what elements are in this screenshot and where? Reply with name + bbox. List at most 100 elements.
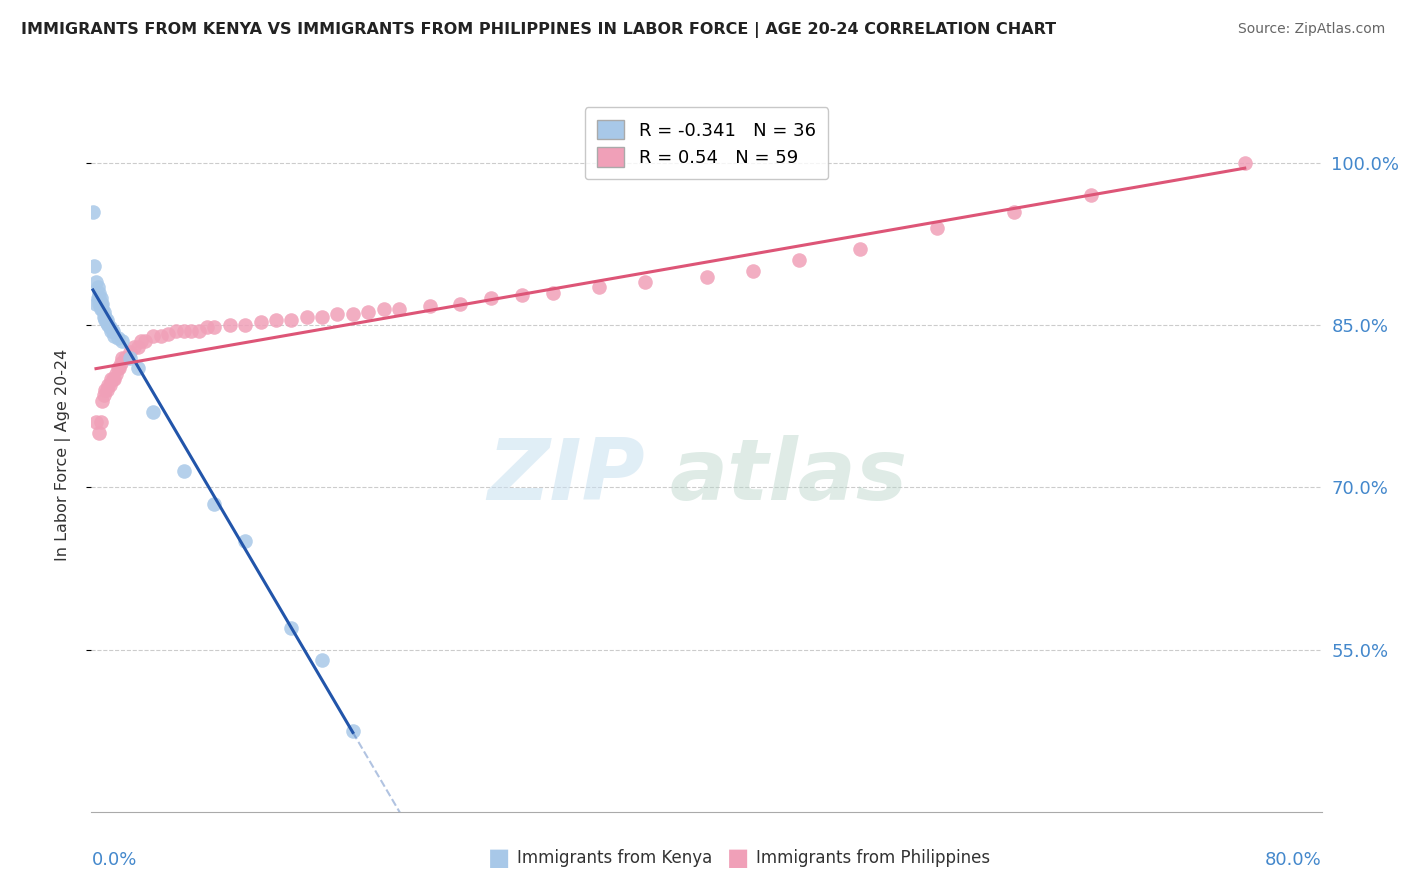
Point	[142, 405, 165, 419]
Text: atlas: atlas	[669, 434, 908, 518]
Point	[696, 269, 718, 284]
Point	[100, 324, 122, 338]
Point	[91, 301, 114, 316]
Point	[588, 280, 610, 294]
Text: Immigrants from Kenya: Immigrants from Kenya	[517, 849, 713, 867]
Point	[105, 367, 127, 381]
Point	[479, 291, 502, 305]
Point	[90, 296, 112, 310]
Point	[93, 388, 115, 402]
Point	[233, 318, 256, 333]
Point	[96, 383, 118, 397]
Point	[180, 324, 202, 338]
Point	[149, 329, 172, 343]
Point	[111, 334, 134, 349]
Point	[101, 372, 124, 386]
Point	[110, 356, 132, 370]
Text: Immigrants from Philippines: Immigrants from Philippines	[756, 849, 991, 867]
Point	[82, 204, 104, 219]
Point	[118, 351, 141, 365]
Text: IMMIGRANTS FROM KENYA VS IMMIGRANTS FROM PHILIPPINES IN LABOR FORCE | AGE 20-24 : IMMIGRANTS FROM KENYA VS IMMIGRANTS FROM…	[21, 22, 1056, 38]
Point	[94, 312, 117, 326]
Point	[142, 329, 165, 343]
Point	[326, 307, 349, 321]
Text: ■: ■	[488, 847, 510, 870]
Point	[118, 345, 141, 359]
Point	[107, 331, 129, 345]
Point	[173, 324, 195, 338]
Point	[188, 324, 211, 338]
Point	[195, 320, 218, 334]
Point	[96, 312, 118, 326]
Point	[96, 316, 118, 330]
Point	[634, 275, 657, 289]
Point	[388, 301, 411, 316]
Point	[100, 372, 122, 386]
Point	[419, 299, 441, 313]
Point	[114, 351, 136, 365]
Point	[373, 301, 395, 316]
Point	[98, 320, 121, 334]
Point	[108, 361, 131, 376]
Legend: R = -0.341   N = 36, R = 0.54   N = 59: R = -0.341 N = 36, R = 0.54 N = 59	[585, 107, 828, 179]
Point	[127, 340, 149, 354]
Point	[87, 296, 110, 310]
Point	[1080, 188, 1102, 202]
Point	[264, 312, 287, 326]
Text: 0.0%: 0.0%	[91, 851, 136, 869]
Point	[449, 296, 471, 310]
Point	[202, 497, 225, 511]
Point	[101, 324, 124, 338]
Point	[86, 291, 108, 305]
Point	[311, 310, 333, 324]
Point	[249, 315, 271, 329]
Point	[157, 326, 180, 341]
Text: 80.0%: 80.0%	[1265, 851, 1322, 869]
Point	[218, 318, 240, 333]
Point	[90, 301, 112, 316]
Point	[91, 393, 114, 408]
Point	[86, 280, 108, 294]
Point	[357, 305, 380, 319]
Point	[1002, 204, 1025, 219]
Point	[233, 534, 256, 549]
Point	[541, 285, 564, 300]
Point	[84, 296, 107, 310]
Point	[93, 310, 115, 324]
Point	[342, 723, 364, 738]
Point	[90, 291, 112, 305]
Point	[127, 361, 149, 376]
Point	[97, 318, 120, 333]
Y-axis label: In Labor Force | Age 20-24: In Labor Force | Age 20-24	[55, 349, 70, 561]
Point	[280, 621, 302, 635]
Text: ■: ■	[727, 847, 749, 870]
Point	[741, 264, 763, 278]
Point	[91, 296, 114, 310]
Point	[165, 324, 187, 338]
Point	[87, 285, 110, 300]
Point	[173, 464, 195, 478]
Point	[84, 416, 107, 430]
Point	[342, 307, 364, 321]
Point	[103, 372, 125, 386]
Point	[90, 416, 112, 430]
Point	[280, 312, 302, 326]
Point	[849, 243, 872, 257]
Point	[84, 275, 107, 289]
Point	[510, 288, 533, 302]
Point	[134, 334, 156, 349]
Point	[1233, 156, 1256, 170]
Point	[103, 329, 125, 343]
Point	[202, 320, 225, 334]
Point	[87, 426, 110, 441]
Text: Source: ZipAtlas.com: Source: ZipAtlas.com	[1237, 22, 1385, 37]
Point	[107, 361, 129, 376]
Point	[98, 377, 121, 392]
Point	[927, 220, 949, 235]
Point	[83, 259, 105, 273]
Point	[87, 291, 110, 305]
Point	[311, 653, 333, 667]
Point	[295, 310, 318, 324]
Point	[111, 351, 134, 365]
Point	[129, 334, 152, 349]
